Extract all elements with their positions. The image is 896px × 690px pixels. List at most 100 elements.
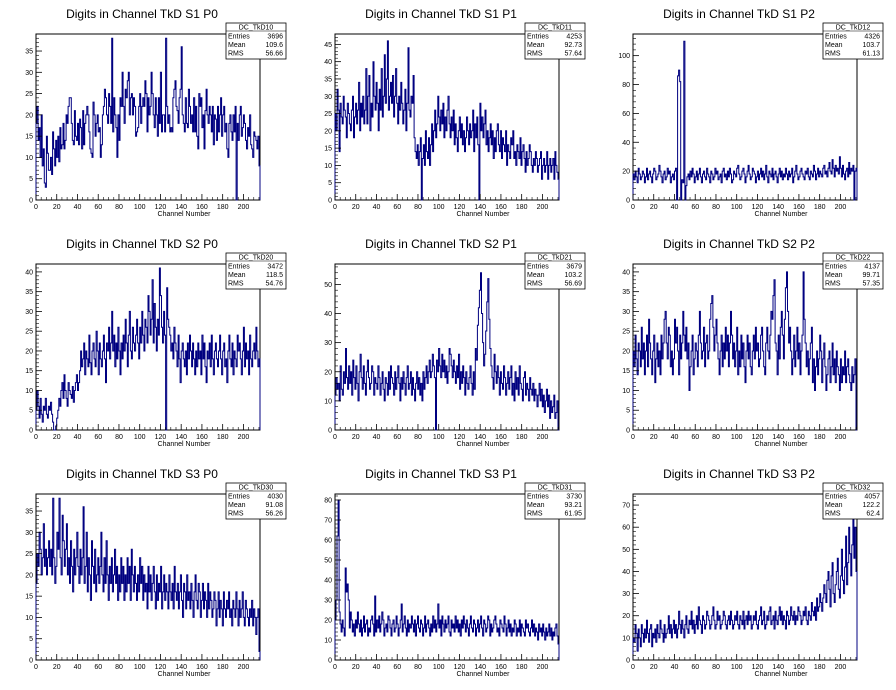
y-tick-label: 0 <box>29 658 33 665</box>
x-tick-label: 40 <box>74 664 82 671</box>
y-tick-label: 70 <box>622 503 630 510</box>
stats-entries-value: 3696 <box>267 34 283 41</box>
stats-rms-label: RMS <box>527 511 543 518</box>
stats-entries-label: Entries <box>527 34 549 41</box>
stats-mean-label: Mean <box>527 272 545 279</box>
x-tick-label: 20 <box>53 204 61 211</box>
y-tick-label: 0 <box>328 658 332 665</box>
x-tick-label: 80 <box>115 664 123 671</box>
y-tick-label: 35 <box>25 49 33 56</box>
histogram-panel: Digits in Channel TkD S3 P00 20 40 60 80 100 1… <box>25 467 287 678</box>
x-tick-label: 80 <box>712 204 720 211</box>
stats-rms-label: RMS <box>228 511 244 518</box>
y-tick-label: 40 <box>324 311 332 318</box>
stats-mean-label: Mean <box>527 42 545 49</box>
x-tick-label: 160 <box>495 664 507 671</box>
y-tick-label: 20 <box>25 112 33 119</box>
chart-title: Digits in Channel TkD S3 P1 <box>365 467 517 481</box>
x-tick-label: 200 <box>238 434 250 441</box>
x-tick-label: 160 <box>793 204 805 211</box>
stats-entries-value: 4253 <box>566 34 582 41</box>
plot-frame <box>334 263 560 431</box>
x-tick-label: 200 <box>835 664 847 671</box>
stats-mean-label: Mean <box>825 502 843 509</box>
y-tick-label: 40 <box>622 269 630 276</box>
x-tick-label: 60 <box>393 434 401 441</box>
x-tick-label: 40 <box>373 664 381 671</box>
stats-entries-value: 4137 <box>864 264 880 271</box>
y-tick-label: 10 <box>25 155 33 162</box>
histogram-line <box>334 272 559 431</box>
y-tick-label: 25 <box>622 329 630 336</box>
x-tick-label: 100 <box>433 204 445 211</box>
x-axis-label: Channel Number <box>158 671 212 678</box>
stats-mean-value: 91.08 <box>265 502 283 509</box>
x-tick-label: 40 <box>671 664 679 671</box>
x-tick-label: 200 <box>835 204 847 211</box>
y-tick-label: 20 <box>25 572 33 579</box>
y-tick-label: 40 <box>622 140 630 147</box>
stats-rms-label: RMS <box>527 281 543 288</box>
y-tick-label: 30 <box>622 309 630 316</box>
y-tick-label: 30 <box>25 309 33 316</box>
stats-entries-value: 4057 <box>864 494 880 501</box>
x-tick-label: 120 <box>454 664 466 671</box>
y-tick-label: 5 <box>29 176 33 183</box>
x-tick-label: 40 <box>373 204 381 211</box>
stats-entries-label: Entries <box>228 34 250 41</box>
stats-box <box>524 482 586 520</box>
x-tick-label: 200 <box>537 434 549 441</box>
histogram-line <box>632 271 857 431</box>
y-tick-label: 40 <box>622 569 630 576</box>
stats-histogram-name: DC_TkD10 <box>239 25 274 32</box>
plot-frame <box>334 493 560 661</box>
x-tick-label: 180 <box>217 204 229 211</box>
histogram-panel: Digits in Channel TkD S1 P10 20 40 60 80 100 1… <box>324 7 586 218</box>
stats-box <box>822 22 884 60</box>
y-tick-label: 20 <box>622 348 630 355</box>
stats-entries-label: Entries <box>228 494 250 501</box>
y-tick-label: 70 <box>324 518 332 525</box>
stats-mean-value: 103.2 <box>564 272 582 279</box>
plot-frame <box>632 33 858 201</box>
x-tick-label: 0 <box>333 664 337 671</box>
x-tick-label: 120 <box>155 664 167 671</box>
stats-mean-value: 118.5 <box>266 272 283 279</box>
histogram-panel: Digits in Channel TkD S3 P20 20 40 60 80 100 1… <box>622 467 884 678</box>
histogram-panel: Digits in Channel TkD S3 P10 20 40 60 80 100 1… <box>324 467 586 678</box>
y-tick-label: 50 <box>324 282 332 289</box>
y-tick-label: 25 <box>25 551 33 558</box>
stats-mean-value: 92.73 <box>564 42 582 49</box>
y-tick-label: 5 <box>29 408 33 415</box>
stats-histogram-name: DC_TkD21 <box>538 255 573 262</box>
stats-histogram-name: DC_TkD31 <box>538 485 573 492</box>
chart-title: Digits in Channel TkD S3 P2 <box>663 467 815 481</box>
stats-box <box>822 252 884 290</box>
stats-box <box>225 252 287 290</box>
x-tick-label: 100 <box>731 204 743 211</box>
x-tick-label: 140 <box>175 664 187 671</box>
y-tick-label: 10 <box>324 398 332 405</box>
x-tick-label: 140 <box>772 204 784 211</box>
x-tick-label: 180 <box>516 434 528 441</box>
x-tick-label: 200 <box>835 434 847 441</box>
x-tick-label: 100 <box>433 434 445 441</box>
stats-entries-value: 4030 <box>267 494 283 501</box>
x-tick-label: 140 <box>474 434 486 441</box>
x-tick-label: 20 <box>352 664 360 671</box>
x-tick-label: 60 <box>94 664 102 671</box>
y-tick-label: 10 <box>622 388 630 395</box>
stats-rms-label: RMS <box>228 281 244 288</box>
x-tick-label: 20 <box>53 664 61 671</box>
y-tick-label: 20 <box>622 169 630 176</box>
histogram-line <box>35 497 261 660</box>
x-tick-label: 140 <box>772 434 784 441</box>
x-tick-label: 160 <box>196 204 208 211</box>
histogram-panel: Digits in Channel TkD S1 P2 0 20 40 60 80 100 1… <box>618 7 884 218</box>
stats-rms-value: 56.26 <box>265 511 283 518</box>
x-tick-label: 100 <box>134 204 146 211</box>
stats-rms-value: 56.66 <box>265 51 283 58</box>
x-tick-label: 60 <box>393 204 401 211</box>
x-tick-label: 0 <box>34 434 38 441</box>
x-tick-label: 180 <box>217 434 229 441</box>
